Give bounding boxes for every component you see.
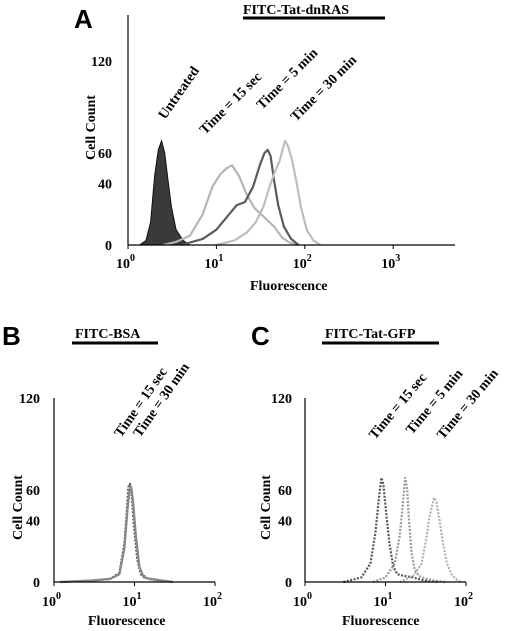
panel-a-x-tick-label: 100: [116, 253, 135, 272]
panel-b-x-tick-label: 102: [203, 591, 222, 610]
panel-b-x-tick-label: 100: [42, 591, 61, 610]
panel-a-y-tick-label: 40: [98, 178, 112, 193]
panel-c-series-time-5-min: [372, 476, 446, 584]
panel-c-y-ticks: 0 40 60 120: [271, 392, 292, 591]
panel-a-series-time-15-sec: [162, 164, 297, 247]
panel-c-series-time-15-sec: [343, 476, 439, 584]
panel-c-y-tick-label: 120: [271, 392, 292, 407]
panel-a-annotation-untreated: Untreated: [156, 64, 203, 122]
panel-a-y-tick-label: 0: [105, 239, 112, 254]
panel-a-letter: A: [74, 4, 93, 34]
panel-a-y-tick-label: 120: [91, 55, 112, 70]
panel-c-x-axis-title: Fluorescence: [342, 614, 420, 629]
panel-c-series-time-30-min: [399, 496, 461, 584]
panel-b-letter: B: [2, 321, 21, 351]
panel-b-plot-area: [60, 482, 174, 584]
panel-a-y-ticks: 0 40 60 120: [91, 55, 112, 254]
panel-a-y-tick-label: 60: [98, 147, 112, 162]
panel-a-plot-area: [137, 138, 322, 247]
panel-b-y-tick-label: 120: [19, 392, 40, 407]
panel-c-x-ticks: 100 101 102: [293, 582, 473, 610]
panel-b-y-ticks: 0 40 60 120: [19, 392, 40, 591]
panel-c-x-tick-label: 101: [374, 591, 393, 610]
panel-c-title: FITC-Tat-GFP: [325, 327, 416, 342]
panel-c-y-tick-label: 40: [278, 515, 292, 530]
panel-b-chart: B FITC-BSA Fluorescence Cell Count 100 10…: [2, 321, 222, 629]
panel-a-x-tick-label: 101: [204, 253, 223, 272]
panel-a-y-axis-title: Cell Count: [84, 95, 99, 160]
panel-c-y-axis-title: Cell Count: [259, 475, 274, 540]
panel-c-x-tick-label: 100: [293, 591, 312, 610]
panel-b-y-axis-title: Cell Count: [11, 475, 26, 540]
panel-c-plot-area: [343, 476, 461, 584]
panel-b-x-axis-title: Fluorescence: [88, 614, 166, 629]
panel-a-x-axis-title: Fluorescence: [250, 279, 328, 294]
panel-c-letter: C: [251, 321, 270, 351]
panel-a-x-tick-label: 102: [293, 253, 312, 272]
panel-a-x-ticks: 100 101 102 103: [116, 245, 400, 272]
panel-a-series-untreated: [137, 138, 192, 246]
panel-b-x-tick-label: 101: [123, 591, 142, 610]
panel-b-title: FITC-BSA: [75, 327, 141, 342]
panel-a-x-tick-label: 103: [381, 253, 400, 272]
panel-b-y-tick-label: 40: [26, 515, 40, 530]
panel-b-series-time-30-min: [60, 485, 174, 584]
panel-c-x-tick-label: 102: [454, 591, 473, 610]
panel-a-chart: A FITC-Tat-dnRAS Fluorescence Cell Count…: [74, 3, 455, 294]
panel-c-y-tick-label: 60: [278, 484, 292, 499]
panel-b-y-tick-label: 0: [33, 576, 40, 591]
panel-c-y-tick-label: 0: [285, 576, 292, 591]
panel-b-series-time-15-sec: [60, 482, 174, 584]
panel-a-series-time-30-min: [216, 139, 322, 247]
panel-c-chart: C FITC-Tat-GFP Fluorescence Cell Count 1…: [251, 321, 502, 629]
panel-b-y-tick-label: 60: [26, 484, 40, 499]
panel-a-series-time-5-min: [180, 148, 300, 247]
panel-b-x-ticks: 100 101 102: [42, 582, 222, 610]
panel-a-title: FITC-Tat-dnRAS: [243, 3, 349, 18]
